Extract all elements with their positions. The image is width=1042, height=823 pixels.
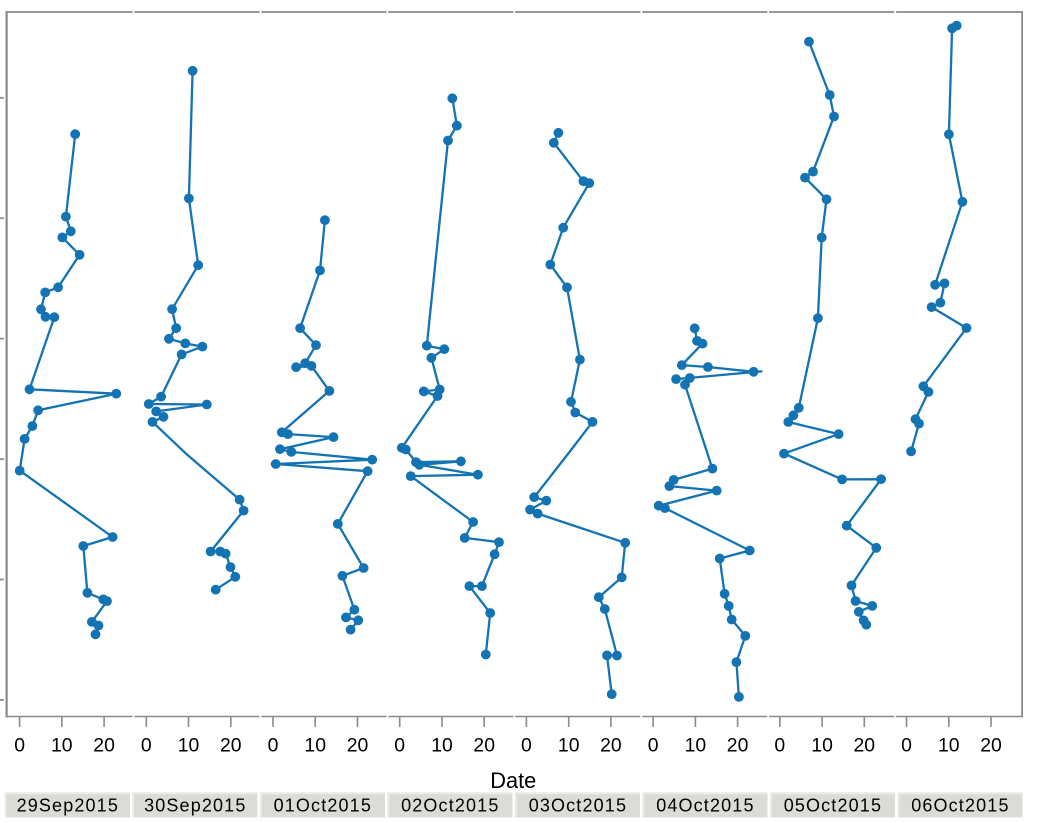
svg-text:20: 20 — [220, 734, 242, 756]
svg-text:0: 0 — [14, 734, 25, 756]
svg-text:20: 20 — [600, 734, 622, 756]
svg-text:02Oct2015: 02Oct2015 — [401, 796, 499, 816]
svg-text:04Oct2015: 04Oct2015 — [656, 796, 754, 816]
svg-text:29Sep2015: 29Sep2015 — [17, 796, 119, 816]
svg-text:03Oct2015: 03Oct2015 — [529, 796, 627, 816]
svg-text:0: 0 — [268, 734, 279, 756]
svg-text:10: 10 — [304, 734, 326, 756]
svg-text:20: 20 — [93, 734, 115, 756]
svg-text:20: 20 — [347, 734, 369, 756]
svg-text:0: 0 — [648, 734, 659, 756]
svg-text:10: 10 — [431, 734, 453, 756]
svg-text:0: 0 — [394, 734, 405, 756]
svg-text:10: 10 — [178, 734, 200, 756]
svg-text:0: 0 — [774, 734, 785, 756]
svg-text:01Oct2015: 01Oct2015 — [274, 796, 372, 816]
svg-text:0: 0 — [521, 734, 532, 756]
svg-text:20: 20 — [854, 734, 876, 756]
svg-text:30Sep2015: 30Sep2015 — [144, 796, 246, 816]
svg-text:10: 10 — [938, 734, 960, 756]
svg-text:20: 20 — [727, 734, 749, 756]
svg-text:0: 0 — [141, 734, 152, 756]
svg-text:10: 10 — [558, 734, 580, 756]
svg-text:20: 20 — [980, 734, 1002, 756]
svg-text:0: 0 — [901, 734, 912, 756]
svg-text:20: 20 — [473, 734, 495, 756]
svg-text:10: 10 — [685, 734, 707, 756]
svg-text:06Oct2015: 06Oct2015 — [911, 796, 1009, 816]
svg-text:10: 10 — [51, 734, 73, 756]
svg-text:05Oct2015: 05Oct2015 — [784, 796, 882, 816]
svg-text:10: 10 — [811, 734, 833, 756]
svg-text:Date: Date — [490, 768, 536, 793]
